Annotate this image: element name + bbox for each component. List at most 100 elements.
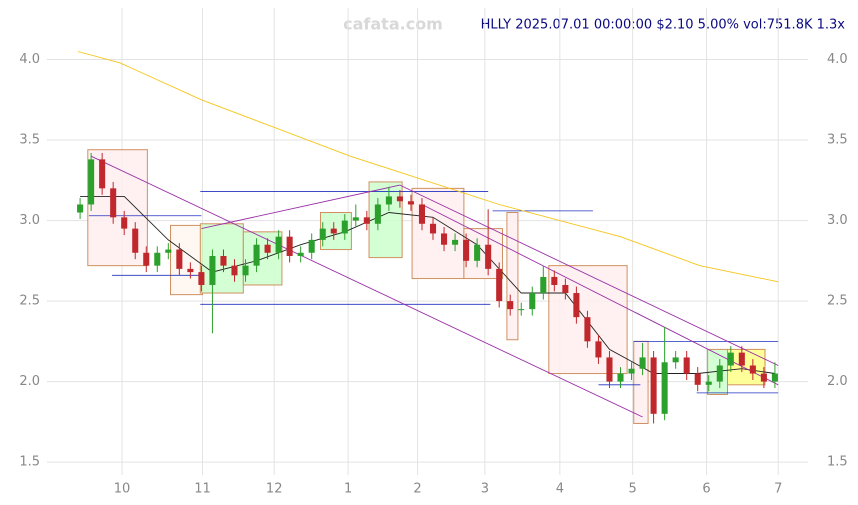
candle-body (374, 204, 381, 224)
chart-title: HLLY 2025.07.01 00:00:00 $2.10 5.00% vol… (481, 18, 846, 33)
candle-body (330, 228, 337, 234)
candle-body (771, 373, 778, 382)
candle-body (264, 244, 271, 253)
candle-body (650, 357, 657, 414)
candle-body (286, 236, 293, 256)
candle-body (363, 217, 370, 224)
x-tick-label: 2 (413, 482, 421, 497)
candle-body (573, 293, 580, 318)
y-tick-label: 3.5 (19, 133, 40, 148)
y-tick-label: 2.5 (19, 294, 40, 309)
candle-body (749, 365, 756, 374)
candle-body (496, 268, 503, 302)
candle-body (551, 276, 558, 285)
candle-body (319, 228, 326, 240)
candle-body (727, 352, 734, 366)
x-tick-label: 7 (774, 482, 782, 497)
candle-body (209, 255, 216, 285)
candle-body (110, 188, 117, 218)
overlay-line (90, 155, 643, 418)
candle-body (88, 159, 95, 205)
overlay-line (80, 195, 775, 374)
candle-body (231, 265, 238, 276)
candle-body (518, 309, 525, 311)
zone (411, 187, 465, 280)
watermark: cafata.com (343, 15, 443, 34)
y-tick-label-right: 3.5 (827, 133, 848, 148)
candle-body (452, 239, 459, 245)
candle-body (760, 373, 767, 382)
x-tick-label: 10 (114, 482, 131, 497)
candle-body (738, 352, 745, 366)
candle-body (529, 293, 536, 310)
overlay-line (77, 51, 779, 283)
zone (633, 340, 649, 424)
x-tick-label: 3 (481, 482, 489, 497)
candle-body (672, 357, 679, 363)
candle-body (463, 239, 470, 261)
zone (506, 212, 519, 341)
candle-body (341, 220, 348, 234)
y-tick-label-right: 2.5 (827, 294, 848, 309)
candle-body (639, 357, 646, 369)
candle-body (606, 357, 613, 382)
candle-body (441, 233, 448, 245)
candle-body (121, 217, 128, 229)
x-tick-label: 4 (556, 482, 564, 497)
candle-body (396, 196, 403, 202)
candle-body (628, 368, 635, 374)
overlay-line (421, 204, 779, 386)
candle-body (562, 284, 569, 294)
overlay-line (399, 184, 779, 366)
candle-body (253, 244, 260, 266)
y-tick-label: 2.0 (19, 374, 40, 389)
candle-body (507, 301, 514, 310)
candle-body (694, 373, 701, 385)
candle-body (418, 204, 426, 224)
x-tick-label: 5 (628, 482, 636, 497)
candle-body (165, 249, 172, 253)
candle-body (617, 373, 624, 382)
candle-body (716, 365, 723, 382)
y-tick-label-right: 2.0 (827, 374, 848, 389)
x-tick-label: 11 (194, 482, 211, 497)
candle-body (77, 204, 84, 213)
candle-body (705, 381, 712, 385)
candle-body (385, 196, 392, 205)
y-tick-label: 3.0 (19, 213, 40, 228)
candle-body (584, 317, 591, 342)
candle-body (595, 341, 602, 358)
candle-body (308, 239, 315, 253)
x-tick-label: 1 (344, 482, 352, 497)
zone (87, 149, 148, 267)
x-tick-label: 12 (266, 482, 283, 497)
candle-body (683, 357, 690, 374)
candle-body (407, 201, 414, 205)
candle-body (242, 265, 249, 276)
candle-body (297, 252, 304, 256)
x-tick-label: 6 (702, 482, 710, 497)
overlay-line (201, 184, 400, 230)
candle-body (429, 223, 437, 234)
y-tick-label-right: 4.0 (827, 52, 848, 67)
candle-body (143, 252, 150, 266)
candle-body (187, 268, 194, 273)
y-tick-label: 4.0 (19, 52, 40, 67)
candle-body (176, 249, 183, 269)
candle-body (198, 272, 205, 285)
y-tick-label: 1.5 (19, 455, 40, 470)
zone (170, 224, 204, 296)
candle-body (220, 255, 227, 266)
candle-body (275, 236, 282, 253)
candle-body (540, 276, 547, 294)
candle-body (474, 244, 481, 261)
candle-body (352, 217, 359, 221)
zone (368, 181, 403, 259)
candle-body (661, 362, 668, 414)
candle-body (132, 228, 139, 253)
candle-body (154, 252, 161, 266)
y-tick-label-right: 3.0 (827, 213, 848, 228)
zone (463, 228, 503, 280)
y-tick-label-right: 1.5 (827, 455, 848, 470)
